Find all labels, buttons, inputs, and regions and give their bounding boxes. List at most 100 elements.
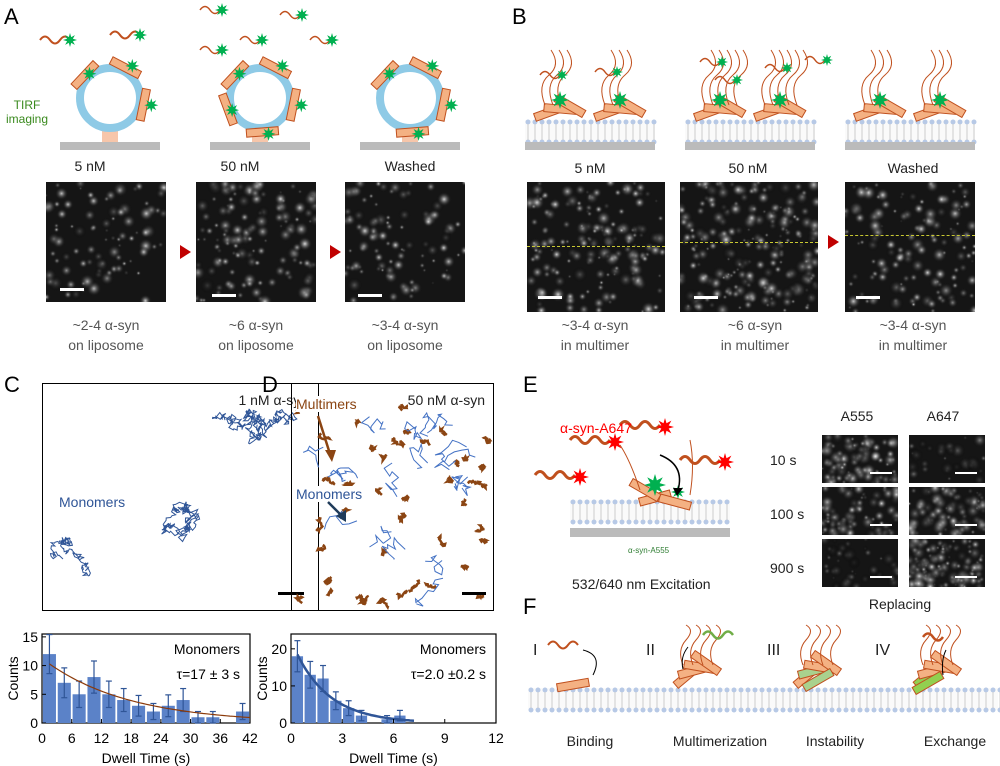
surface [525,142,655,150]
lipid-head [762,119,768,125]
lipid-head [815,687,821,693]
lipid-head [829,707,835,713]
x-tick-label: 0 [287,730,295,746]
protein-tail [820,624,831,666]
protein-tail [869,49,884,106]
protein-chain [539,70,561,80]
trajectory-plot-d: 50 nM α-syn Multimers Monomers [291,383,494,611]
arrowhead-icon [325,450,336,462]
x-tick-label: 9 [441,730,449,746]
surface [210,142,310,150]
lipid-head [899,687,905,693]
lipid-head [651,119,657,125]
lipid-head [661,519,667,525]
lipid-head [955,687,961,693]
x-tick-label: 30 [183,730,199,746]
lipid-head [790,119,796,125]
lipid-head [616,119,622,125]
tirf-label: TIRF imaging [5,98,49,126]
lipid-head [626,519,632,525]
caption: ~6 α-syn on liposome [218,317,294,353]
lipid-head [717,687,723,693]
lipid-head [703,499,709,505]
fit-curve [49,663,251,719]
lipid-head [990,707,996,713]
lipid-head [738,687,744,693]
lipid-head [626,707,632,713]
lipid-head [710,687,716,693]
helix-rect [555,677,591,693]
y-axis-label: Counts [5,656,21,700]
fit-annotation: Monomers [174,641,240,657]
dye-star-icon [411,126,426,141]
helix-rect [70,59,100,91]
lipid-head [871,687,877,693]
trajectory [293,593,305,605]
line-profile [680,242,818,243]
lipid-head [797,119,803,125]
lipid-head [724,519,730,525]
lipid-head [894,119,900,125]
lipid-head [783,119,789,125]
step-numeral: I [533,642,538,659]
lipid-head [866,119,872,125]
protein-chain [279,10,301,20]
lipid-head [908,119,914,125]
fit-curve [296,653,415,722]
lipid-head [633,687,639,693]
tirf-image [909,487,985,535]
dye-star-icon [781,62,793,74]
fit-annotation: τ=2.0 ±0.2 s [411,666,486,682]
protein-tail [690,624,701,666]
lipid-head [703,707,709,713]
panel-label-a: A [4,4,19,29]
lipid-head [556,707,562,713]
protein-chain [764,63,786,73]
trajectory [434,448,476,471]
lipid-head [647,707,653,713]
arrow-icon [582,649,597,676]
exchange-cartoon [533,418,734,537]
lipid-head [969,687,975,693]
dye-star-icon [261,126,276,141]
lipid-head [710,499,716,505]
lipid-head [647,687,653,693]
trajectory [404,421,423,440]
histogram-bar [42,654,56,723]
lipid-head [899,707,905,713]
dye-star-icon [821,54,833,66]
tirf-image [845,182,975,312]
trajectory [315,543,327,552]
lipid-head [633,519,639,525]
tirf-image [909,539,985,587]
lipid-head [929,119,935,125]
panel-label-d: D [262,372,278,397]
scale-bar [462,592,486,595]
lipid-head [535,687,541,693]
trajectory [354,418,362,429]
protein-tail [709,49,724,106]
step-name: Multimerization [672,733,768,749]
lipid-head [570,499,576,505]
y-tick-label: 5 [30,686,38,702]
lipid-head [598,499,604,505]
lipid-head [950,119,956,125]
lipid-head [927,707,933,713]
lipid-head [710,707,716,713]
protein-tail [689,439,693,496]
lipid-head [741,119,747,125]
lipid-head [957,119,963,125]
trajectory [302,445,324,468]
lipid-head [997,687,1000,693]
dye-star-icon [232,66,247,81]
dye-star-icon [716,453,734,471]
protein-chain [678,455,722,465]
protein-tail [940,624,951,666]
lipid-head [745,687,751,693]
lipid-head [682,519,688,525]
dye-star-icon [255,33,269,47]
lipid-head [997,707,1000,713]
lipid-head [602,119,608,125]
histogram-bar [87,677,101,723]
trajectory [425,554,444,576]
